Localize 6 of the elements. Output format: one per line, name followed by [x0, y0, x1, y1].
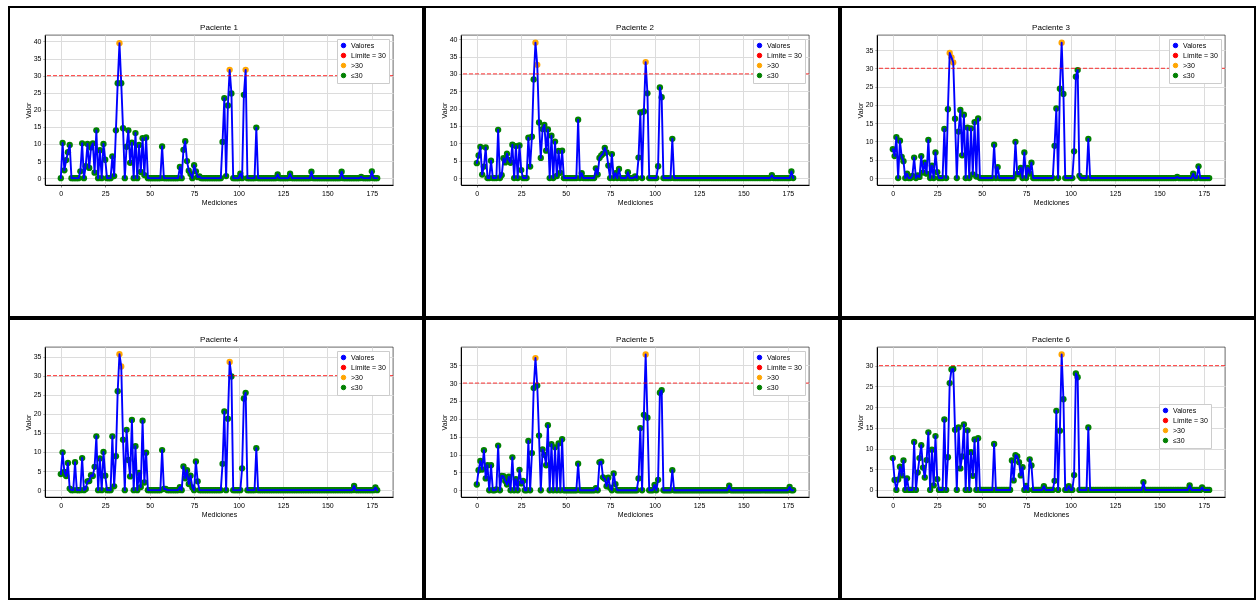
chart-title: Paciente 2 [616, 23, 655, 32]
chart-title: Paciente 5 [616, 335, 655, 344]
chart-title: Paciente 6 [1032, 335, 1071, 344]
chart-title: Paciente 4 [200, 335, 239, 344]
chart-title: Paciente 3 [1032, 23, 1071, 32]
chart-title: Paciente 1 [200, 23, 239, 32]
